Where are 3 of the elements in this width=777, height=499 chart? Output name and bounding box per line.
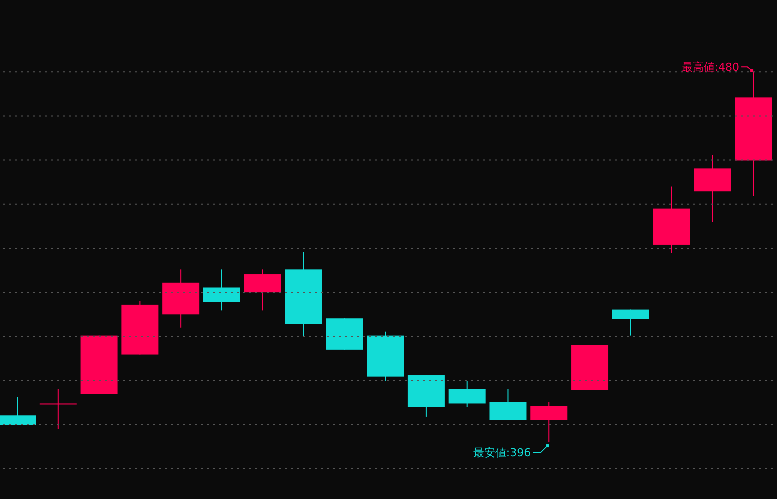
- annotation: 最安値:396: [473, 446, 532, 460]
- annotation: 最高値:480: [682, 61, 740, 74]
- candlestick: [40, 388, 77, 430]
